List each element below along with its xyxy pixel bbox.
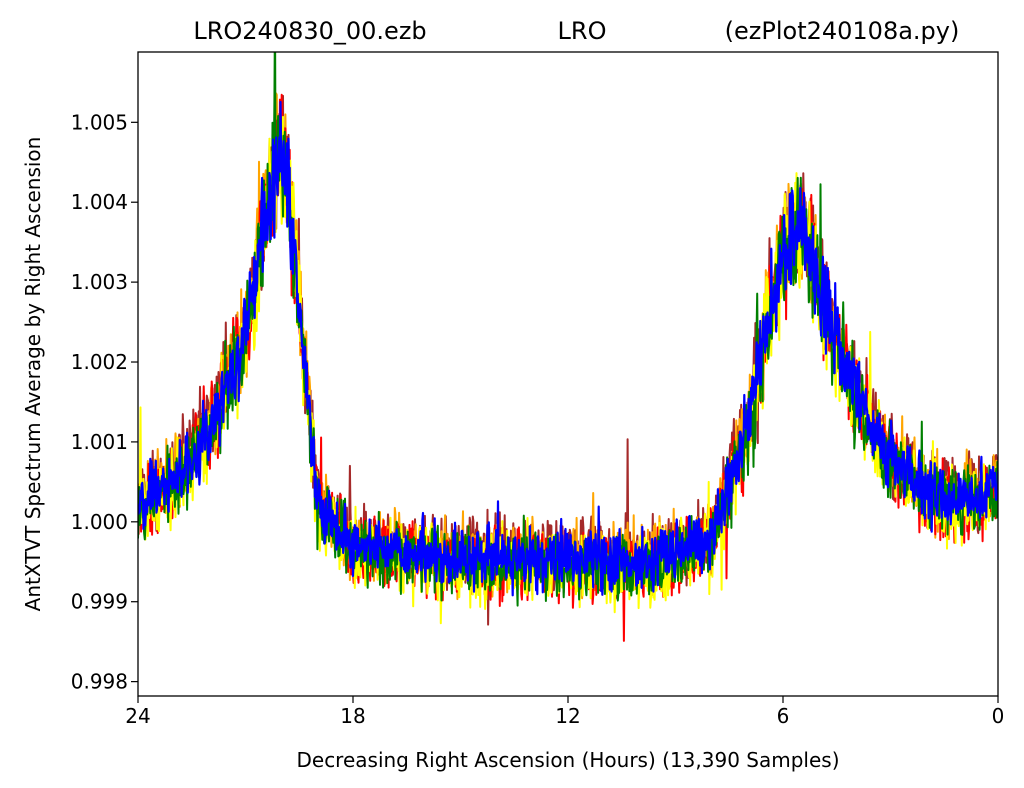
y-tick-label: 1.000 — [71, 510, 128, 534]
y-tick-label: 0.998 — [71, 670, 128, 694]
x-tick-label: 0 — [992, 704, 1005, 728]
title-site: LRO — [558, 17, 607, 45]
y-tick-label: 1.005 — [71, 110, 128, 134]
x-tick-label: 6 — [777, 704, 790, 728]
y-tick-label: 1.001 — [71, 430, 128, 454]
y-axis-label: AntXTVT Spectrum Average by Right Ascens… — [21, 137, 45, 612]
series-layer — [138, 52, 998, 642]
x-axis-label: Decreasing Right Ascension (Hours) (13,3… — [296, 748, 839, 772]
x-tick-label: 18 — [340, 704, 365, 728]
y-tick-label: 1.003 — [71, 270, 128, 294]
title-filename: LRO240830_00.ezb — [193, 17, 426, 45]
x-axis: 24 18 12 6 0 — [125, 696, 1004, 728]
y-axis: 0.998 0.999 1.000 1.001 1.002 1.003 1.004 1.005 — [71, 110, 138, 694]
y-tick-label: 1.004 — [71, 190, 128, 214]
series-line — [138, 100, 998, 597]
y-tick-label: 0.999 — [71, 590, 128, 614]
x-tick-label: 12 — [555, 704, 580, 728]
x-tick-label: 24 — [125, 704, 150, 728]
y-tick-label: 1.002 — [71, 350, 128, 374]
title-script: (ezPlot240108a.py) — [725, 17, 960, 45]
